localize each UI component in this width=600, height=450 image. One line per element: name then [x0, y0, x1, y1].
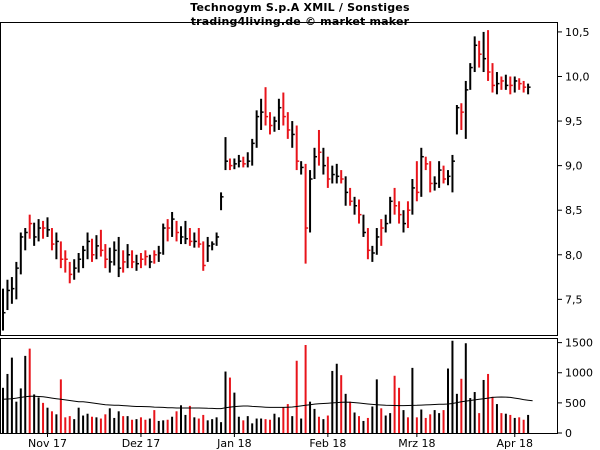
volume-tick-label: 500 [565, 397, 586, 410]
price-panel-frame [0, 22, 558, 336]
date-tick-label: Feb 18 [309, 437, 346, 450]
volume-y-axis: 0 500 1000 1500 [557, 337, 593, 440]
price-tick-label: 7,5 [565, 293, 583, 306]
date-tick-label: Mrz 18 [398, 437, 435, 450]
price-tick-label: 8,0 [565, 249, 583, 262]
date-tick-label: Apr 18 [496, 437, 533, 450]
price-tick-label: 10,0 [565, 70, 590, 83]
price-tick-label: 9,5 [565, 115, 583, 128]
chart-subtitle: trading4living.de © market maker [190, 15, 410, 28]
chart-title: Technogym S.p.A XMIL / Sonstiges [190, 1, 410, 14]
price-tick-label: 8,5 [565, 204, 583, 217]
price-ohlc-bars [2, 30, 531, 331]
date-x-axis: Nov 17 Dez 17 Jan 18 Feb 18 Mrz 18 Apr 18 [28, 433, 533, 450]
volume-panel-frame [0, 338, 558, 434]
volume-bars [2, 340, 530, 433]
volume-average-line [2, 395, 533, 410]
price-tick-label: 9,0 [565, 160, 583, 173]
date-tick-label: Jan 18 [216, 437, 251, 450]
price-y-axis: 7,5 8,0 8,5 9,0 9,5 10,0 10,5 [557, 26, 590, 306]
volume-tick-label: 1000 [565, 367, 593, 380]
price-tick-label: 10,5 [565, 26, 590, 39]
volume-tick-label: 1500 [565, 337, 593, 350]
date-tick-label: Nov 17 [28, 437, 67, 450]
volume-average-line [2, 395, 533, 410]
date-tick-label: Dez 17 [122, 437, 161, 450]
volume-tick-label: 0 [565, 427, 572, 440]
